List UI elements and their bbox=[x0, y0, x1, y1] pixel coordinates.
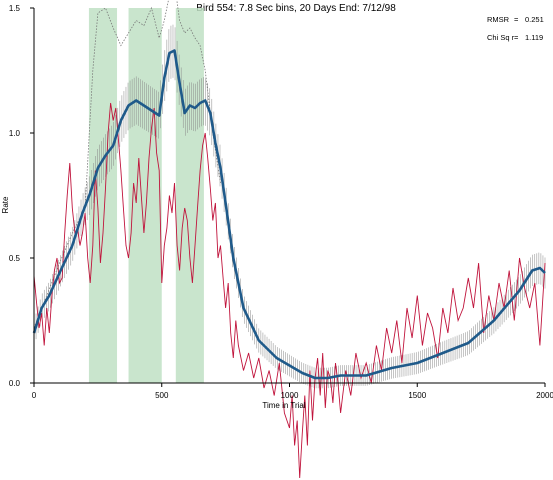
y-axis-label: Rate bbox=[1, 196, 10, 213]
observed-series bbox=[33, 102, 546, 479]
y-tick-label: 1.0 bbox=[9, 129, 21, 138]
shaded-region bbox=[88, 8, 118, 383]
upper-band-line bbox=[33, 0, 221, 329]
x-tick-label: 500 bbox=[155, 391, 169, 400]
y-tick-label: 0.5 bbox=[9, 254, 21, 263]
x-tick-label: 0 bbox=[32, 391, 37, 400]
y-tick-label: 0.0 bbox=[9, 379, 21, 388]
rmsr-sep: = bbox=[514, 15, 519, 24]
y-ticks: 0.0 0.5 1.0 1.5 bbox=[9, 4, 34, 388]
rmsr-value: 0.251 bbox=[525, 15, 544, 24]
chisq-sep: = bbox=[514, 33, 519, 42]
chart-title: Bird 554: 7.8 Sec bins, 20 Days End: 7/1… bbox=[196, 3, 396, 14]
x-tick-label: 1000 bbox=[281, 391, 299, 400]
chisq-stat: Chi Sq r = 1.119 bbox=[487, 33, 543, 42]
x-tick-label: 1500 bbox=[408, 391, 426, 400]
shaded-region bbox=[128, 8, 162, 383]
model-line bbox=[32, 49, 546, 380]
x-axis-label: Time in Trial bbox=[262, 401, 305, 410]
rmsr-label: RMSR bbox=[487, 15, 510, 24]
shaded-regions bbox=[88, 8, 204, 383]
x-tick-label: 2000 bbox=[536, 391, 553, 400]
shaded-region bbox=[175, 8, 204, 383]
chisq-label: Chi Sq r bbox=[487, 33, 515, 42]
rmsr-stat: RMSR = 0.251 bbox=[487, 15, 544, 24]
chisq-value: 1.119 bbox=[525, 33, 543, 42]
observed-line bbox=[33, 102, 546, 479]
upper-band-series bbox=[33, 0, 221, 329]
y-tick-label: 1.5 bbox=[9, 4, 21, 13]
x-ticks: 0 500 1000 1500 2000 bbox=[32, 383, 553, 400]
model-series bbox=[32, 49, 546, 380]
